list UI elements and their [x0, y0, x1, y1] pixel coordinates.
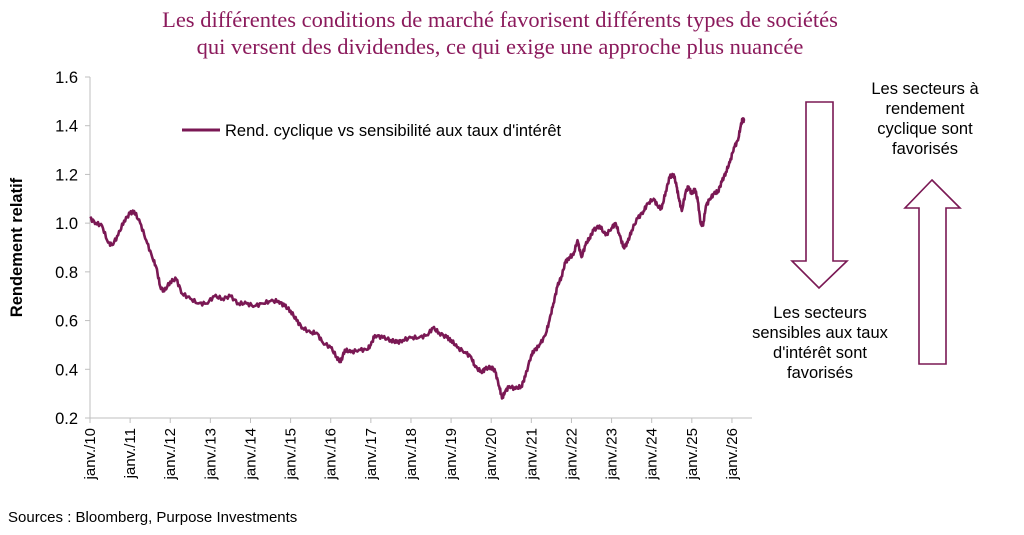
x-tick-label: janv./10 — [82, 428, 99, 480]
x-tick-label: janv./16 — [323, 428, 340, 480]
chart-title: Les différentes conditions de marché fav… — [0, 6, 1000, 60]
legend: Rend. cyclique vs sensibilité aux taux d… — [182, 122, 561, 140]
annotation-line: favorisés — [786, 364, 854, 382]
x-tick-label: janv./24 — [644, 428, 661, 480]
annotation-cyclical-favored: Les secteurs à rendement cyclique sont f… — [845, 79, 1005, 159]
series-layer — [89, 117, 746, 400]
x-tick-label: janv./13 — [202, 428, 219, 480]
annotation-line: cyclique sont — [877, 120, 973, 138]
annotation-rate-sensitive-favored: Les secteurs sensibles aux taux d'intérê… — [735, 303, 905, 383]
up-arrow — [903, 178, 962, 365]
y-tick-label: 1.2 — [55, 166, 78, 184]
series-line — [89, 117, 746, 400]
down-arrow — [790, 101, 849, 290]
annotation-line: favorisés — [891, 140, 959, 158]
y-axis-title: Rendement relatif — [8, 177, 26, 317]
y-tick-label: 0.2 — [55, 410, 78, 428]
annotation-line: rendement — [885, 100, 965, 118]
arrows — [790, 101, 962, 365]
chart-title-line-1: Les différentes conditions de marché fav… — [162, 7, 838, 32]
y-tick-label: 0.4 — [55, 361, 78, 379]
x-tick-label: janv./12 — [162, 428, 179, 480]
x-tick-label: janv./17 — [363, 428, 380, 480]
x-tick-label: janv./15 — [283, 428, 300, 480]
annotation-line: Les secteurs — [773, 304, 867, 322]
x-tick-label: janv./21 — [523, 428, 540, 480]
x-tick-label: janv./14 — [242, 428, 259, 480]
annotation-line: Les secteurs à — [871, 80, 979, 98]
y-tick-label: 0.6 — [55, 313, 78, 331]
annotation-line: sensibles aux taux — [752, 324, 888, 342]
x-tick-label: janv./25 — [684, 428, 701, 480]
x-tick-label: janv./18 — [403, 428, 420, 480]
y-tick-label: 1.6 — [55, 69, 78, 87]
annotation-line: d'intérêt sont — [773, 344, 867, 362]
y-tick-label: 1.0 — [55, 215, 78, 233]
source-note: Sources : Bloomberg, Purpose Investments — [8, 509, 298, 526]
axes: 0.2 0.4 0.6 0.8 1.0 1.2 1.4 1.6 Rendement relati… — [8, 69, 752, 480]
x-tick-label: janv./26 — [724, 428, 741, 480]
legend-label: Rend. cyclique vs sensibilité aux taux d… — [225, 122, 561, 140]
y-tick-label: 1.4 — [55, 118, 78, 136]
x-tick-label: janv./11 — [122, 428, 139, 479]
x-tick-label: janv./23 — [604, 428, 621, 480]
chart-title-line-2: qui versent des dividendes, ce qui exige… — [196, 34, 804, 59]
x-tick-label: janv./19 — [443, 428, 460, 480]
x-tick-label: janv./20 — [483, 428, 500, 480]
y-tick-label: 0.8 — [55, 264, 78, 282]
x-tick-label: janv./22 — [563, 428, 580, 480]
